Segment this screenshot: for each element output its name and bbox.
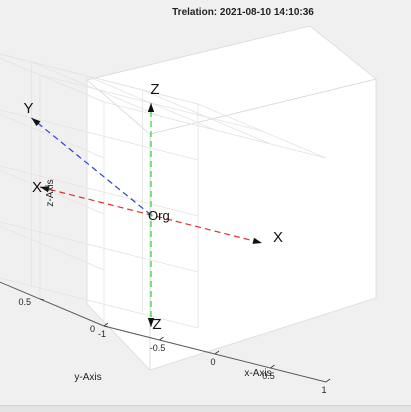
- x-tick: [214, 350, 220, 355]
- axes-panes: [86, 25, 377, 371]
- window-bottom-edge: [0, 405, 411, 412]
- x-tick: [270, 364, 275, 369]
- y-tick-label: 0: [90, 324, 95, 334]
- x-tick-label: 0: [210, 357, 215, 367]
- x-tick: [103, 322, 109, 327]
- z-arrowhead: [147, 318, 155, 327]
- y-tick-label: 0.5: [18, 297, 31, 307]
- grid-line: [0, 113, 105, 159]
- grid-line: [0, 225, 105, 271]
- y-arrowhead: [31, 118, 41, 127]
- grid-line: [0, 277, 199, 329]
- grid-line: [0, 109, 199, 161]
- y-tick: [39, 298, 45, 301]
- x-axis-label: x-Axis: [244, 368, 271, 379]
- z-end-label: Z: [150, 81, 159, 98]
- origin-label: Org: [148, 208, 170, 223]
- grid-lines: [0, 53, 327, 329]
- x-tick: [159, 336, 164, 341]
- x-tick-label: -0.5: [150, 343, 166, 353]
- x-arrowhead: [252, 237, 262, 244]
- floor: [86, 25, 377, 135]
- x-tick-label: 1: [321, 385, 326, 395]
- y-axis-label: y-Axis: [74, 372, 101, 383]
- y-axis-series: [31, 117, 152, 216]
- x-arrowhead: [40, 186, 50, 193]
- data-series: X X Y Z Z Org: [23, 81, 283, 333]
- grid-line: [0, 57, 105, 103]
- x-end-label: X: [32, 179, 42, 196]
- grid-line: [0, 221, 199, 273]
- y-tick: [103, 325, 109, 328]
- y-end-label: Y: [23, 100, 33, 117]
- z-axis-label: z-Axis: [45, 179, 56, 206]
- z-arrowhead: [147, 103, 155, 112]
- x-tick-label: 0.5: [262, 371, 275, 381]
- grid-line: [0, 165, 199, 217]
- z-end-label: Z: [152, 316, 161, 333]
- x-end-label: X: [273, 229, 283, 246]
- grid-line: [103, 101, 327, 159]
- x-tick: [325, 378, 331, 383]
- x-tick-label: -1: [98, 329, 106, 339]
- grid-line: [0, 53, 199, 105]
- chart-title: Trelation: 2021-08-10 14:10:36: [172, 7, 314, 18]
